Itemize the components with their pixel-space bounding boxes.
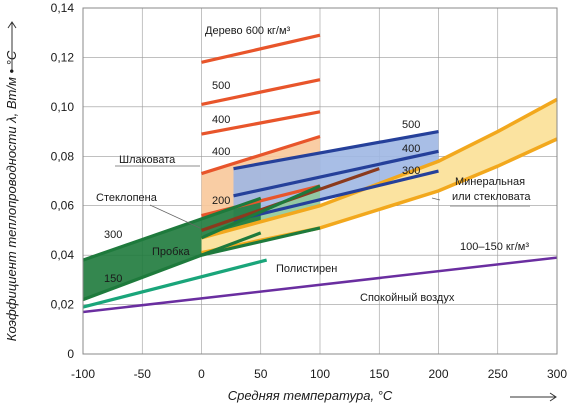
label-mineral-500: 500 [402, 119, 420, 131]
label-cork-300: 300 [104, 229, 122, 241]
y-tick-label: 0,04 [51, 248, 75, 262]
series-line-mineral-7 [233, 169, 439, 223]
label-slag-wool: Шлаковата [119, 154, 176, 166]
label-foamglass: Стеклопена [96, 192, 158, 204]
label-wood-400a: 400 [212, 114, 230, 126]
x-tick-label: 150 [369, 367, 389, 381]
label-cork: Пробка [152, 246, 190, 258]
y-tick-label: 0,14 [51, 1, 75, 15]
series-line-mineral-5 [233, 129, 439, 171]
series-line-wood-0 [201, 33, 321, 64]
series-lines [82, 33, 558, 314]
x-tick-label: 100 [310, 367, 330, 381]
series-line-polystyrene-13 [82, 258, 268, 309]
y-axis-title: Коэффициент теплопроводности λ, Вт/м • °… [4, 50, 19, 341]
label-wood-400b: 400 [212, 146, 230, 158]
series-line-air-14 [82, 256, 558, 314]
series-line-glass-9 [200, 184, 321, 240]
series-line-wood-2 [201, 110, 321, 136]
x-tick-label: -50 [134, 367, 152, 381]
x-axis-arrow [510, 392, 557, 402]
x-tick-label: -100 [71, 367, 95, 381]
y-tick-label: 0,08 [51, 149, 75, 163]
label-wood-500: 500 [212, 80, 230, 92]
series-line-cork-11 [82, 196, 262, 262]
leader-foamglass [149, 204, 201, 229]
label-mineral-400: 400 [402, 143, 420, 155]
band-mineral [233, 131, 439, 221]
y-axis-arrow [7, 21, 17, 70]
x-tick-label: 50 [254, 367, 268, 381]
y-tick-label: 0,12 [51, 50, 75, 64]
y-tick-label: 0,06 [51, 199, 75, 213]
label-wood-200: 200 [212, 195, 230, 207]
y-tick-label: 0 [67, 347, 74, 361]
plot-frame [82, 7, 558, 355]
y-tick-label: 0,02 [51, 298, 75, 312]
label-density-range: 100–150 кг/м³ [460, 241, 529, 253]
series-line-wood-1 [201, 78, 321, 106]
leader-mineral [431, 197, 441, 201]
label-mineral-300: 300 [402, 165, 420, 177]
tick-labels: -100 -50 0 50 100 150 200 250 300 0 0,02 0,04 0,06 0,… [51, 1, 568, 381]
label-cork-150: 150 [104, 273, 122, 285]
label-mineral-wool-1: Минеральная [455, 176, 525, 188]
series-mineral-wool-upper [201, 97, 558, 240]
label-still-air: Спокойный воздух [360, 292, 455, 304]
x-tick-label: 0 [198, 367, 205, 381]
label-mineral-wool-2: или стекловата [452, 191, 531, 203]
x-axis-title: Средняя температура, °С [228, 388, 393, 403]
y-tick-label: 0,10 [51, 100, 75, 114]
annotations: Дерево 600 кг/м³ 500 400 400 200 Шлакова… [96, 25, 531, 304]
series-line-cork-12 [82, 231, 262, 302]
x-tick-label: 250 [488, 367, 508, 381]
series-line-wood-3 [201, 134, 321, 176]
series-line-glass-10 [201, 226, 321, 257]
x-tick-label: 200 [428, 367, 448, 381]
label-leader-lines [115, 165, 530, 229]
series-line-mineral-6 [233, 149, 439, 198]
label-polystyrene: Полистирен [276, 263, 337, 275]
label-wood-title: Дерево 600 кг/м³ [205, 25, 291, 37]
x-tick-label: 300 [547, 367, 567, 381]
